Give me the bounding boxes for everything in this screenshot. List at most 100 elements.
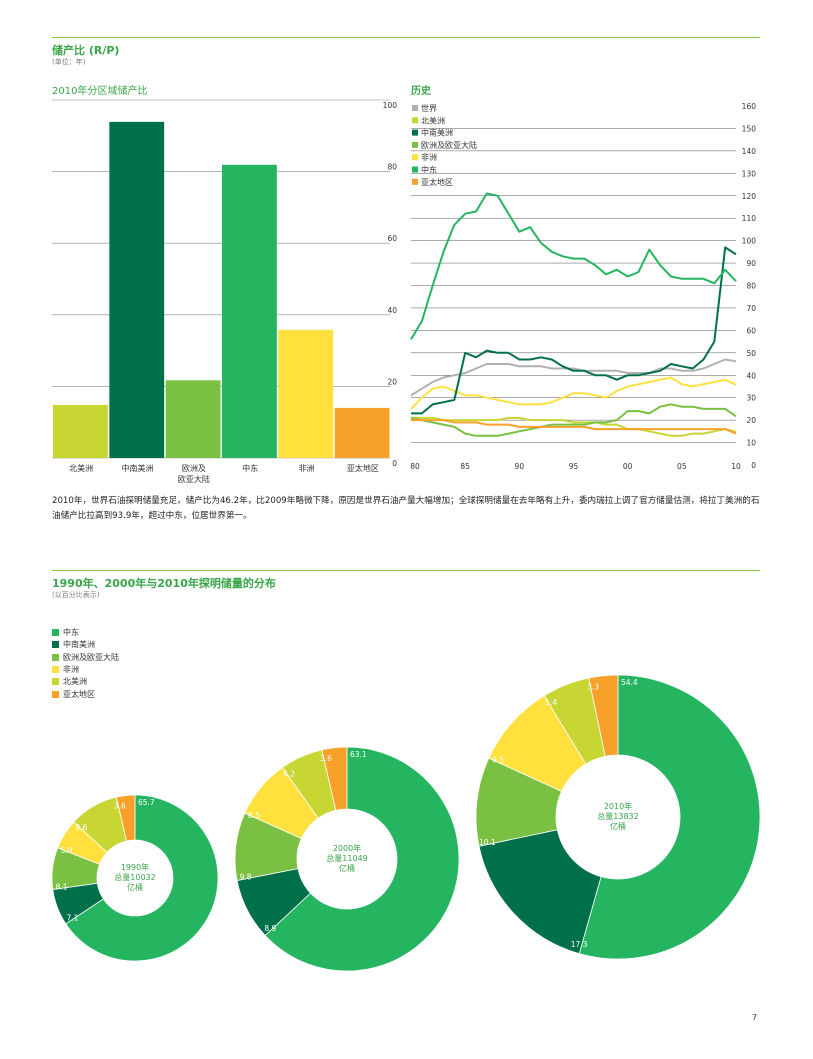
donut-slice-label: 10.1 — [479, 838, 496, 847]
line-ytick-label: 90 — [746, 259, 756, 268]
donut-center-text: 2010年 — [604, 801, 632, 811]
bar-3 — [222, 164, 277, 458]
line-series-0 — [410, 358, 737, 397]
donut-charts: 65.77.18.15.99.63.61990年总量10032亿桶63.18.9… — [51, 674, 761, 972]
line-ytick-label: 0 — [751, 461, 756, 470]
legend-label: 北美洲 — [63, 677, 87, 687]
line-legend-swatch — [412, 141, 418, 148]
legend-swatch — [52, 641, 59, 649]
line-legend-label: 中东 — [421, 165, 437, 175]
bar-chart-grid — [52, 99, 390, 459]
donut-slice-label: 65.7 — [138, 798, 155, 807]
line-series-4 — [410, 376, 737, 410]
line-ytick-label: 10 — [746, 439, 756, 448]
line-ytick-label: 100 — [742, 237, 757, 246]
line-legend-label: 世界 — [421, 103, 437, 113]
donut-legend-item: 亚太地区 — [52, 689, 95, 700]
line-legend-label: 亚太地区 — [421, 177, 453, 187]
donut-slice-label: 7.1 — [67, 914, 79, 923]
donut-center-text: 总量13832 — [597, 811, 638, 821]
line-ytick-label: 30 — [746, 394, 756, 403]
donut-slice-label: 63.1 — [350, 750, 367, 759]
line-ytick-label: 60 — [746, 326, 756, 335]
bar-ytick-label: 40 — [387, 306, 397, 315]
donut-slice-label: 9.5 — [492, 755, 504, 764]
line-xtick-label: 00 — [623, 462, 633, 471]
section2-rule — [52, 570, 760, 571]
donut-slice-label: 8.5 — [248, 811, 260, 820]
donut-slice — [115, 794, 136, 842]
donut-center-text: 亿桶 — [610, 821, 626, 831]
line-legend-swatch — [412, 129, 418, 136]
line-ytick-label: 160 — [742, 102, 757, 111]
donut-legend-item: 中南美洲 — [52, 639, 95, 650]
legend-label: 非洲 — [63, 664, 79, 674]
line-series-1 — [411, 416, 737, 437]
line-series-2 — [411, 246, 737, 415]
legend-label: 亚太地区 — [63, 689, 95, 699]
bar-2 — [165, 380, 221, 458]
bar-chart-title: 2010年分区域储产比 — [52, 86, 148, 97]
section2-subtitle: (以百分比表示) — [52, 591, 100, 599]
bar-4 — [278, 329, 334, 458]
line-ytick-label: 120 — [742, 192, 757, 201]
section2-title: 1990年、2000年与2010年探明储量的分布 — [52, 577, 276, 590]
line-chart: 0 10 20 30 40 50 60 70 80 90 100 110 120 130 140 150 160… — [410, 102, 757, 471]
donut-slice-label: 8.9 — [264, 924, 276, 933]
legend-swatch — [52, 653, 59, 661]
bar-ytick-label: 80 — [387, 163, 397, 172]
page-number: 7 — [752, 1013, 758, 1022]
donut-legend-item: 中东 — [52, 627, 79, 638]
bar-chart: 0 20 40 60 80 100 北美洲 中南美洲 欧洲及欧亚大陆 中东 非洲 亚太地区 — [52, 99, 397, 484]
line-legend-swatch — [412, 166, 418, 173]
page-title: 储产比 (R/P) — [52, 44, 120, 57]
bar-chart-labels: 0 20 40 60 80 100 北美洲 中南美洲 欧洲及欧亚大陆 中东 非洲 亚太地区 — [69, 101, 397, 484]
line-legend-swatch — [412, 105, 418, 111]
line-ytick-label: 80 — [746, 282, 756, 291]
bar-5 — [334, 407, 390, 458]
bar-category-label: 亚太地区 — [347, 463, 379, 473]
top-rule — [52, 37, 760, 38]
donut-slice — [65, 794, 219, 962]
donut-slice-label: 5.4 — [545, 698, 557, 707]
line-chart-series — [410, 192, 737, 437]
legend-swatch — [52, 629, 59, 636]
bar-category-label: 欧亚大陆 — [178, 474, 210, 484]
line-ytick-label: 130 — [742, 169, 757, 178]
line-ytick-label: 150 — [742, 124, 757, 133]
donut-slice-label: 9.6 — [75, 823, 87, 832]
line-ytick-label: 140 — [742, 147, 757, 156]
donut-legend-item: 非洲 — [52, 664, 79, 675]
bar-category-label: 欧洲及 — [182, 463, 206, 473]
line-legend-label: 欧洲及欧亚大陆 — [421, 140, 477, 150]
donut-slice-label: 3.6 — [114, 802, 126, 811]
legend-swatch — [52, 690, 59, 698]
line-legend-swatch — [412, 178, 418, 185]
line-legend-label: 中南美洲 — [421, 128, 453, 138]
legend-label: 中南美洲 — [63, 640, 95, 650]
line-ytick-label: 70 — [746, 304, 756, 313]
bar-category-label: 北美洲 — [69, 463, 93, 473]
donut-slice-label: 8.1 — [56, 883, 68, 892]
bar-category-label: 非洲 — [299, 463, 315, 473]
bar-category-label: 中南美洲 — [122, 463, 154, 473]
donut-center-text: 总量10032 — [114, 872, 155, 882]
line-ytick-label: 40 — [746, 371, 756, 380]
donut-slice-label: 9.8 — [240, 873, 252, 882]
summary-paragraph: 2010年，世界石油探明储量充足，储产比为46.2年，比2009年略微下降，原因… — [52, 496, 760, 521]
bar-ytick-label: 0 — [392, 459, 397, 468]
donut-center-text: 亿桶 — [339, 863, 355, 873]
legend-swatch — [52, 665, 59, 673]
line-xtick-label: 95 — [569, 462, 579, 471]
line-xtick-label: 90 — [515, 462, 525, 471]
line-ytick-label: 50 — [746, 349, 756, 358]
bar-category-label: 中东 — [242, 463, 258, 473]
line-legend-swatch — [412, 117, 418, 124]
donut-center-text: 总量11049 — [326, 853, 367, 863]
line-xtick-label: 10 — [731, 462, 741, 471]
donut-slice-label: 3.3 — [587, 682, 599, 691]
line-legend-label: 北美洲 — [421, 115, 445, 125]
bar-ytick-label: 60 — [387, 234, 397, 243]
line-xtick-label: 85 — [460, 462, 470, 471]
